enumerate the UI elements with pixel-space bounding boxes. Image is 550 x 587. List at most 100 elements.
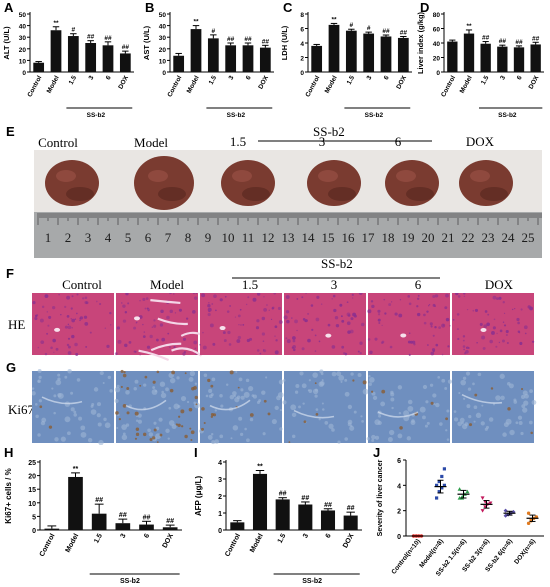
significance-label: ## bbox=[95, 497, 103, 504]
panel-letter-a: A bbox=[4, 0, 14, 15]
ruler-number: 16 bbox=[342, 230, 356, 245]
afp-bar-chart: 0 1 2 3 4 AFP (μg/L) Control ** Model ## 1.5 ## 3 ## 6… bbox=[194, 460, 362, 585]
group-bracket-label: SS-b2 bbox=[87, 112, 106, 118]
panel-letter-c: C bbox=[283, 0, 293, 15]
data-point bbox=[457, 496, 462, 500]
panel-letter-j: J bbox=[373, 445, 381, 460]
y-tick-label: 30 bbox=[159, 35, 167, 42]
liver-specimen bbox=[307, 160, 361, 206]
y-tick-label: 10 bbox=[28, 501, 36, 508]
ruler-number: 24 bbox=[502, 230, 516, 245]
he-row-label: HE bbox=[8, 317, 26, 332]
data-point bbox=[442, 467, 446, 471]
ruler-number: 22 bbox=[462, 230, 475, 245]
bar bbox=[397, 37, 409, 72]
x-tick-label: 3 bbox=[499, 74, 507, 81]
significance-label: ** bbox=[193, 19, 199, 26]
ki67-tile bbox=[366, 371, 453, 443]
x-tick-label: 6 bbox=[516, 74, 524, 81]
panel-letter-i: I bbox=[194, 445, 198, 460]
group-bracket-label: SS-b2 bbox=[302, 578, 322, 585]
data-point bbox=[480, 496, 485, 500]
y-tick-label: 2 bbox=[397, 509, 401, 516]
bar bbox=[328, 24, 340, 72]
data-point bbox=[435, 496, 439, 500]
significance-label: ## bbox=[515, 39, 523, 46]
significance-label: ## bbox=[262, 38, 270, 45]
data-point bbox=[526, 511, 531, 515]
y-tick-label: 40 bbox=[19, 24, 27, 31]
x-tick-label: 1.5 bbox=[277, 533, 288, 545]
data-point bbox=[526, 521, 531, 526]
bar bbox=[242, 45, 254, 72]
x-tick-label: 6 bbox=[383, 74, 391, 81]
bar bbox=[345, 30, 357, 72]
he-tile bbox=[32, 293, 114, 356]
he-tile bbox=[199, 293, 283, 355]
he-tile bbox=[114, 293, 212, 362]
panel-letter-d: D bbox=[420, 0, 430, 15]
y-tick-label: 20 bbox=[433, 56, 441, 63]
y-tick-label: 0 bbox=[300, 70, 304, 77]
bar bbox=[50, 30, 62, 73]
bar bbox=[91, 513, 107, 530]
y-tick-label: 10 bbox=[159, 58, 167, 65]
significance-label: ** bbox=[53, 20, 59, 27]
photo-ss-b2-title: SS-b2 bbox=[313, 124, 345, 139]
y-tick-label: 15 bbox=[28, 487, 36, 494]
y-tick-label: 2 bbox=[300, 56, 304, 63]
x-tick-label: DOX bbox=[528, 74, 541, 90]
x-tick-label: 1.5 bbox=[68, 74, 79, 86]
significance-label: # bbox=[72, 27, 76, 34]
panel-letter-f: F bbox=[6, 266, 14, 281]
significance-label: ** bbox=[466, 23, 472, 30]
x-tick-label: Control bbox=[166, 74, 183, 98]
data-point bbox=[503, 508, 508, 513]
liver-specimen bbox=[221, 160, 275, 206]
x-tick-label: 1.5 bbox=[208, 74, 219, 86]
significance-label: ## bbox=[119, 512, 127, 519]
liver-specimen bbox=[134, 156, 194, 210]
panel-letter-b: B bbox=[145, 0, 155, 15]
x-tick-label: Model bbox=[249, 533, 265, 554]
ki67-bar-chart: 0 5 10 15 20 25 Ki67+ cells / % Control ** Model #… bbox=[4, 460, 182, 585]
x-tick-label: Model bbox=[324, 74, 339, 94]
data-point bbox=[488, 501, 493, 506]
ruler-number: 15 bbox=[322, 230, 335, 245]
significance-label: # bbox=[212, 28, 216, 35]
ruler-number: 10 bbox=[222, 230, 235, 245]
y-tick-label: 0 bbox=[218, 528, 222, 535]
y-axis-label: Ki67+ cells / % bbox=[4, 468, 13, 523]
bar bbox=[298, 504, 313, 530]
histology-ss-b2-bracket bbox=[232, 277, 440, 279]
significance-label: ## bbox=[122, 44, 130, 51]
significance-label: ## bbox=[347, 505, 355, 512]
y-tick-label: 40 bbox=[159, 24, 167, 31]
group-bracket-label: SS-b2 bbox=[120, 578, 140, 585]
bar bbox=[320, 510, 336, 530]
bar bbox=[497, 46, 508, 72]
ruler-number: 23 bbox=[482, 230, 495, 245]
liver-index-bar-chart: 0 20 40 60 80 Liver index (g/kg) Control ** Mode… bbox=[416, 11, 544, 118]
x-tick-label: Control bbox=[224, 533, 242, 558]
ruler-number: 3 bbox=[85, 230, 92, 245]
x-tick-label: Control(n=10) bbox=[390, 538, 422, 576]
ruler-number: 25 bbox=[522, 230, 535, 245]
x-tick-label: 6 bbox=[143, 533, 151, 540]
ki67-tile bbox=[114, 369, 201, 444]
ruler-number: 8 bbox=[185, 230, 192, 245]
x-tick-label: DOX bbox=[162, 532, 175, 549]
y-tick-label: 2 bbox=[218, 494, 222, 501]
ruler-number: 19 bbox=[402, 230, 415, 245]
bar bbox=[33, 62, 45, 72]
bar bbox=[207, 38, 219, 72]
ki67-tile bbox=[32, 369, 114, 445]
x-tick-label: DOX bbox=[117, 74, 130, 90]
y-tick-label: 20 bbox=[159, 47, 167, 54]
ruler-number: 7 bbox=[165, 230, 172, 245]
x-tick-label: DOX(n=6) bbox=[513, 538, 537, 566]
liver-specimen bbox=[459, 160, 513, 206]
group-bracket-label: SS-b2 bbox=[498, 112, 517, 118]
y-tick-label: 4 bbox=[300, 41, 304, 48]
ruler-number: 12 bbox=[262, 230, 275, 245]
